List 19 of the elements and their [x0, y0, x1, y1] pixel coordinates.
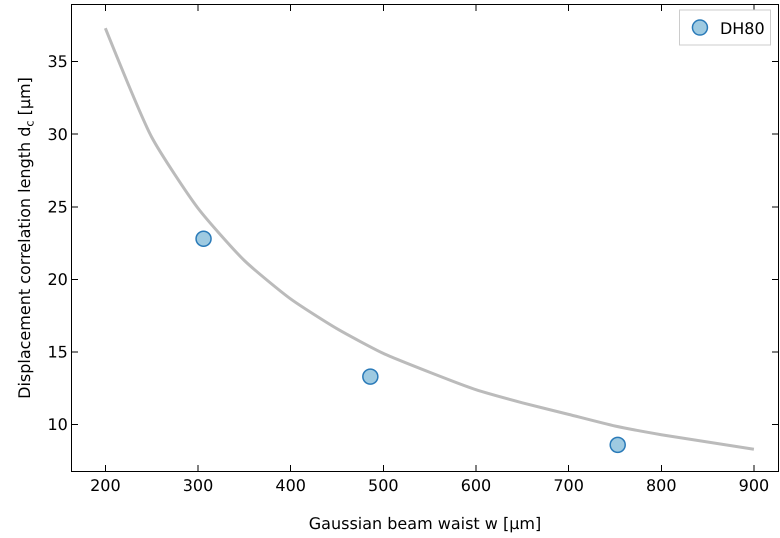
x-tick-label: 500 — [368, 476, 399, 496]
y-tick-label: 15 — [47, 342, 68, 362]
x-tick-label: 600 — [460, 476, 492, 496]
x-tick-label: 300 — [182, 476, 214, 496]
x-axis-title: Gaussian beam waist w [μm] — [308, 514, 542, 533]
x-tick-label: 400 — [275, 476, 306, 496]
x-tick-label: 900 — [738, 476, 770, 496]
x-tick-label: 700 — [553, 476, 584, 496]
point — [362, 368, 379, 385]
point — [195, 230, 212, 247]
y-tick-label: 30 — [47, 124, 68, 144]
y-tick-label: 25 — [47, 197, 68, 216]
x-tick-label: 200 — [90, 476, 121, 496]
y-tick-label: 10 — [47, 415, 68, 434]
point — [609, 436, 626, 454]
y-tick-label: 20 — [47, 270, 68, 289]
legend-label: DH80 — [720, 18, 765, 38]
y-tick-label: 35 — [47, 52, 68, 72]
x-tick-label: 800 — [646, 476, 677, 496]
